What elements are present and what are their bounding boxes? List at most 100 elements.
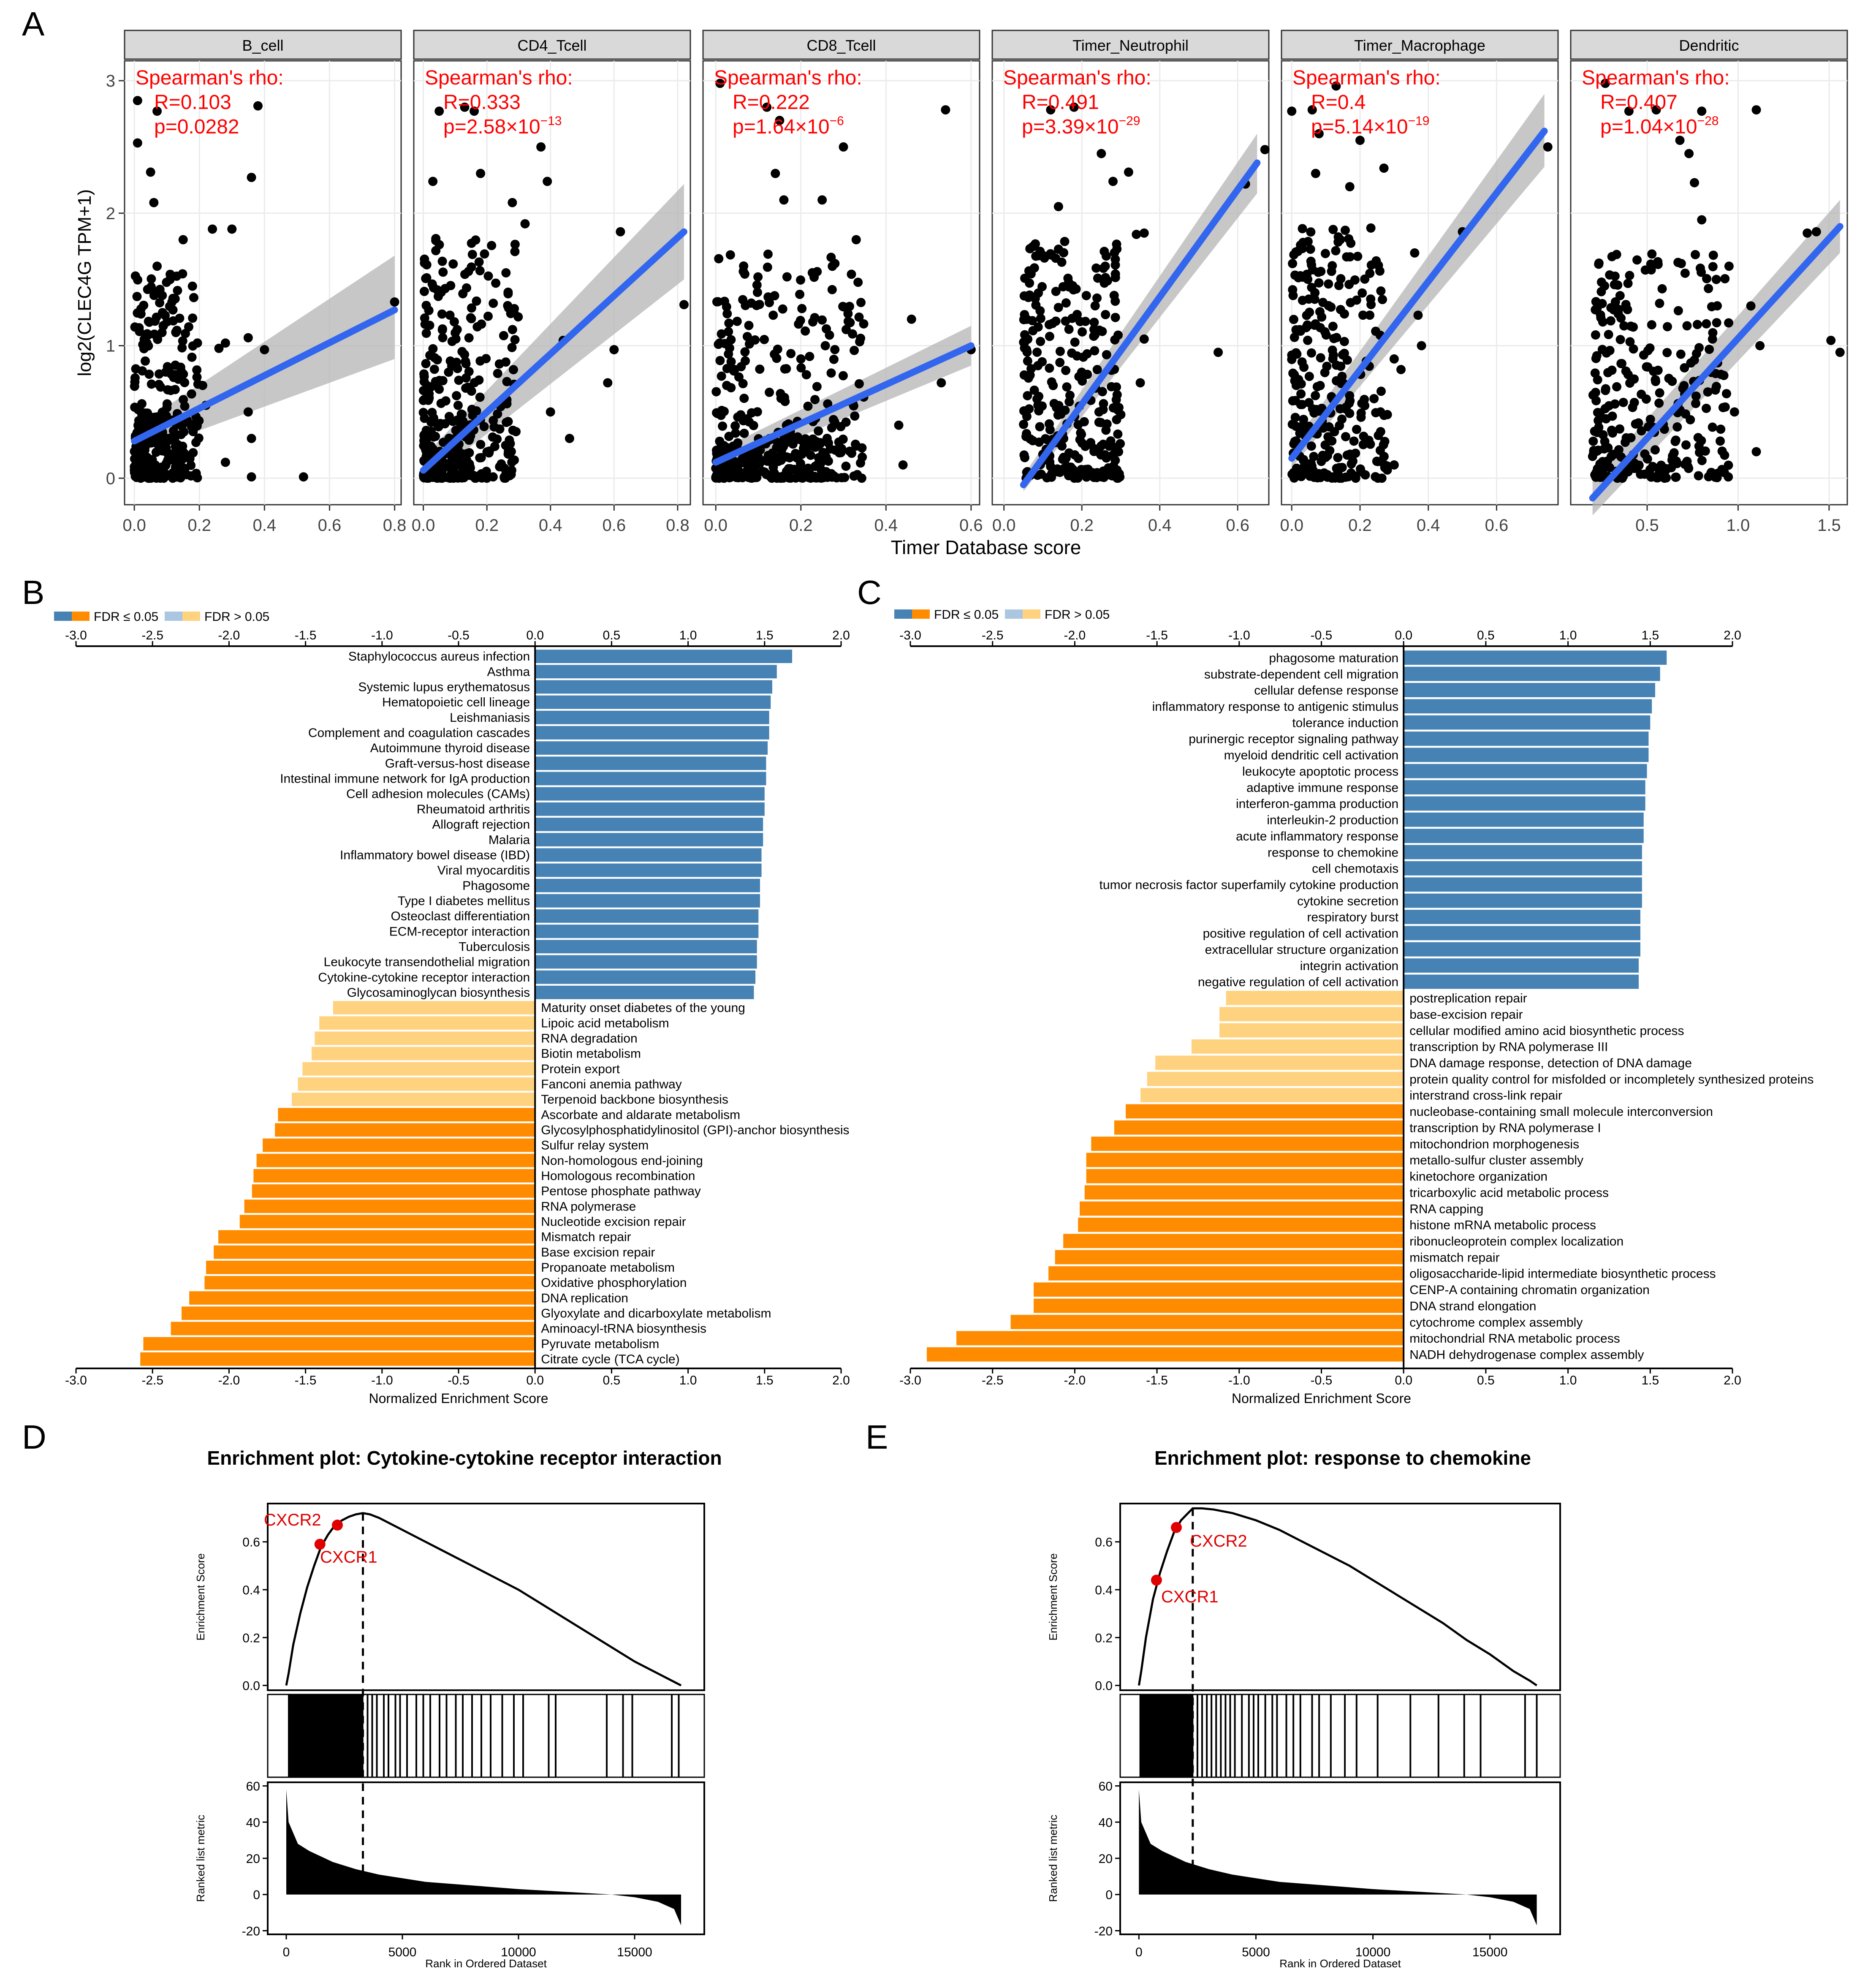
scatter-point	[1110, 313, 1120, 322]
scatter-point	[1751, 447, 1761, 457]
regression-line	[131, 306, 398, 445]
scatter-point	[841, 461, 851, 471]
scatter-points	[1588, 79, 1845, 483]
scatter-point	[160, 310, 170, 320]
scatter-point	[1064, 277, 1073, 287]
scatter-point	[898, 460, 908, 470]
es-y-axis-title: Enrichment Score	[1047, 1553, 1059, 1641]
axis-tick-label: -3.0	[899, 1373, 921, 1387]
term-label: mitochondrion morphogenesis	[1409, 1137, 1579, 1151]
scatter-point	[751, 456, 761, 465]
rank-y-tick-label: 0	[253, 1888, 260, 1902]
scatter-point	[717, 329, 726, 339]
scatter-point	[795, 289, 805, 299]
nes-bar	[1404, 829, 1644, 843]
scatter-point	[1307, 105, 1317, 115]
term-label: Glycosaminoglycan biosynthesis	[347, 986, 530, 1000]
scatter-point	[1697, 456, 1707, 465]
scatter-point	[1703, 387, 1713, 397]
nes-bar	[275, 1123, 535, 1137]
scatter-point	[150, 316, 160, 326]
scatter-point	[782, 272, 792, 282]
axis-tick-label: 1.5	[1641, 1373, 1659, 1387]
scatter-point	[448, 473, 458, 483]
x-tick-label: 15000	[1472, 1945, 1507, 1959]
scatter-point	[1379, 440, 1388, 450]
scatter-point	[1378, 295, 1387, 305]
scatter-point	[1598, 317, 1607, 327]
axis-tick-label: -1.0	[371, 1373, 393, 1387]
scatter-point	[1316, 353, 1325, 363]
scatter-point	[1697, 436, 1706, 446]
scatter-point	[1345, 391, 1355, 400]
term-label: mismatch repair	[1409, 1251, 1499, 1265]
scatter-point	[794, 319, 804, 329]
panel-letter-c: C	[857, 574, 882, 611]
scatter-point	[1600, 79, 1610, 88]
scatter-point	[1091, 263, 1101, 273]
scatter-point	[1288, 368, 1298, 378]
scatter-point	[1694, 471, 1703, 481]
scatter-point	[1139, 228, 1149, 238]
scatter-point	[1312, 382, 1322, 392]
nes-bar	[535, 726, 769, 740]
scatter-point	[1099, 399, 1108, 408]
scatter-point	[1329, 334, 1339, 343]
scatter-point	[712, 408, 722, 418]
scatter-point	[1069, 285, 1078, 295]
scatter-point	[130, 471, 140, 481]
scatter-point	[1612, 382, 1622, 392]
scatter-point	[1260, 145, 1270, 155]
scatter-point	[724, 327, 733, 337]
scatter-point	[187, 389, 196, 399]
scatter-point	[260, 345, 269, 354]
term-label: oligosaccharide-lipid intermediate biosy…	[1409, 1267, 1716, 1281]
rank-y-tick-label: 60	[1099, 1780, 1113, 1794]
scatter-point	[175, 447, 185, 457]
panel-d-gsea-enrichment-plot: Enrichment plot: Cytokine-cytokine recep…	[194, 1447, 722, 1970]
scatter-point	[817, 195, 827, 205]
facet-title: B_cell	[242, 37, 283, 54]
scatter-point	[468, 411, 478, 420]
scatter-point	[187, 281, 197, 291]
term-label: Biotin metabolism	[541, 1047, 641, 1061]
regression-line	[1288, 128, 1548, 462]
scatter-point	[1338, 350, 1347, 360]
scatter-point	[1090, 301, 1100, 311]
scatter-point	[722, 302, 731, 312]
legend-swatch-light-orange	[1023, 609, 1040, 619]
scatter-point	[177, 343, 187, 353]
scatter-point	[1296, 389, 1306, 399]
term-label: mitochondrial RNA metabolic process	[1409, 1332, 1620, 1346]
scatter-point	[1328, 350, 1338, 360]
scatter-point	[502, 377, 512, 386]
nes-bar	[1191, 1039, 1404, 1054]
scatter-point	[299, 472, 308, 482]
scatter-point	[1355, 464, 1365, 474]
scatter-point	[1629, 464, 1639, 473]
scatter-point	[1719, 468, 1729, 477]
scatter-point	[1352, 424, 1361, 434]
scatter-point	[850, 345, 859, 355]
term-label: Aminoacyl-tRNA biosynthesis	[541, 1322, 706, 1336]
scatter-point	[419, 395, 429, 405]
scatter-point	[178, 336, 187, 346]
scatter-point	[609, 345, 619, 354]
scatter-point	[1632, 255, 1642, 265]
scatter-point	[1101, 251, 1111, 261]
scatter-point	[1609, 305, 1618, 315]
scatter-point	[1637, 426, 1646, 436]
scatter-point	[1417, 341, 1426, 351]
x-tick-label: 0.0	[122, 516, 146, 535]
scatter-point	[1034, 406, 1044, 416]
scatter-point	[1023, 356, 1032, 366]
nes-bar	[1114, 1120, 1404, 1135]
scatter-point	[441, 396, 451, 406]
scatter-point	[476, 440, 486, 449]
scatter-point	[829, 354, 839, 364]
term-label: cellular defense response	[1254, 684, 1398, 698]
scatter-point	[1303, 320, 1312, 330]
axis-tick-label: -1.0	[371, 628, 393, 642]
scatter-point	[227, 224, 237, 234]
